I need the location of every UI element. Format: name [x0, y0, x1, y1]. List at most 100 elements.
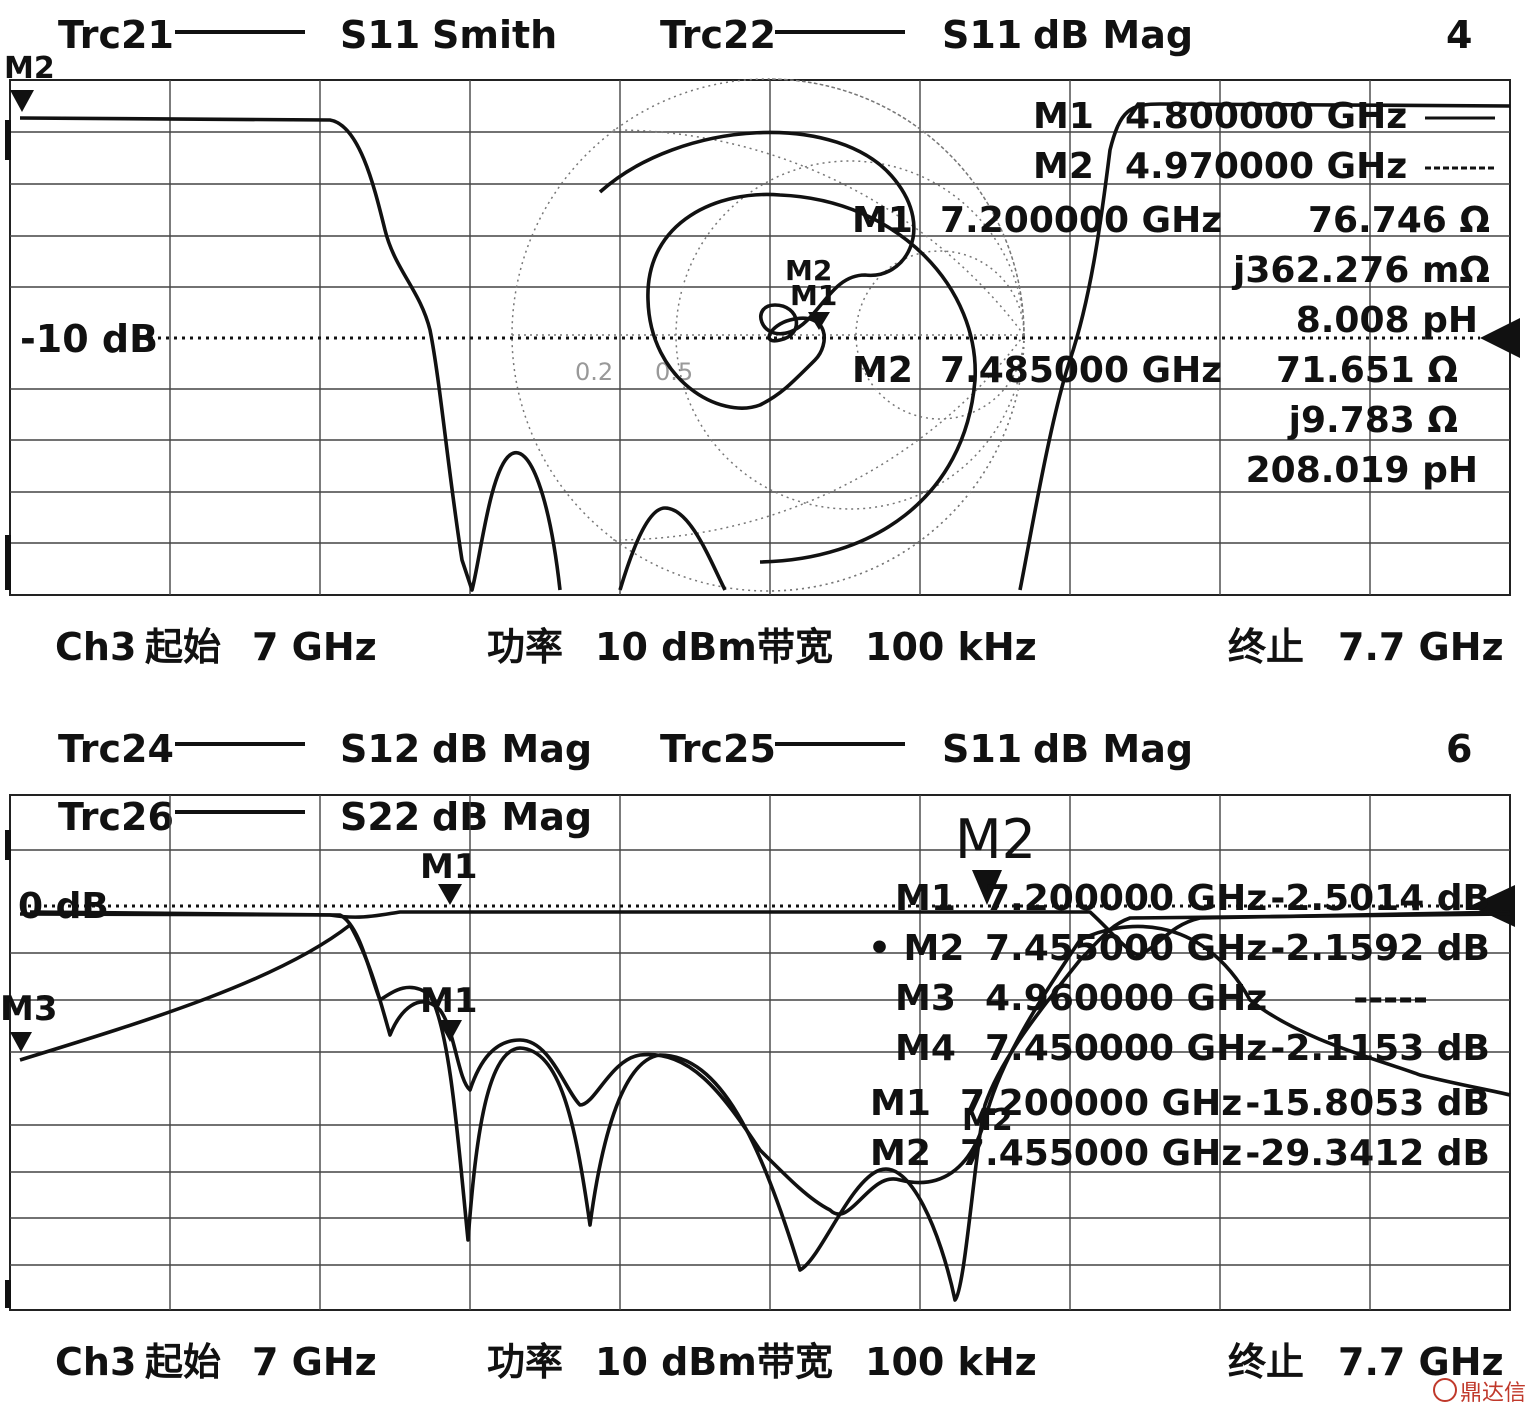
panel2-footer: Ch3 起始 7 GHz 功率 10 dBm 带宽 100 kHz 终止 7.7… [55, 1340, 1504, 1384]
footer2-bw[interactable]: 100 kHz [865, 1340, 1037, 1384]
footer2-stop-label: 终止 [1228, 1340, 1304, 1384]
trc22-format: dB Mag [1033, 13, 1193, 57]
marker-m1-mid: M1 [420, 981, 478, 1021]
marker-m1-mid-icon[interactable] [438, 1020, 462, 1042]
mk2-row0-value: -2.5014 dB [1270, 878, 1490, 919]
trc26-s22-trace [29, 910, 1511, 1302]
panel-1: Trc21 S11 Smith Trc22 S11 dB Mag 4 [4, 13, 1520, 669]
trc26-param: S22 [340, 795, 420, 839]
trc21-format: Smith [432, 13, 557, 57]
mk2-row3-name: M4 [895, 1028, 956, 1069]
footer1-bw-label: 带宽 [757, 625, 833, 669]
footer1-channel: Ch3 [55, 625, 136, 669]
trc25-param: S11 [942, 727, 1022, 771]
footer2-power[interactable]: 10 dBm [595, 1340, 757, 1384]
mk2-row1-value: -2.1592 dB [1270, 928, 1490, 969]
mk2-row4-name: M1 [870, 1083, 931, 1124]
footer1-start[interactable]: 7 GHz [252, 625, 377, 669]
marker-m3-icon[interactable] [10, 1032, 32, 1052]
footer2-power-label: 功率 [487, 1340, 563, 1384]
footer2-start[interactable]: 7 GHz [252, 1340, 377, 1384]
mk2-row5-value: -29.3412 dB [1245, 1133, 1490, 1174]
footer1-power-label: 功率 [487, 625, 563, 669]
trc22-name[interactable]: Trc22 [660, 13, 776, 57]
footer2-bw-label: 带宽 [757, 1340, 833, 1384]
trc21-smith-trace [598, 130, 977, 564]
mk2-row4-value: -15.8053 dB [1245, 1083, 1490, 1124]
trc21-param: S11 [340, 13, 420, 57]
footer1-stop[interactable]: 7.7 GHz [1338, 625, 1504, 669]
mk-row6-value: j9.783 Ω [1287, 400, 1458, 441]
window-number: 4 [1446, 13, 1472, 57]
mk-row1-freq: 4.970000 GHz [1125, 146, 1407, 187]
left-marker-m3: M3 [0, 989, 58, 1029]
trc24-format: dB Mag [432, 727, 592, 771]
marker-m1-top: M1 [420, 847, 478, 887]
mk2-row1-freq: 7.455000 GHz [985, 928, 1267, 969]
mk-row5-value: 71.651 Ω [1276, 350, 1458, 391]
trc26-name[interactable]: Trc26 [58, 795, 174, 839]
watermark-logo-icon [1433, 1378, 1457, 1402]
big-marker-m2-icon[interactable] [972, 870, 1002, 905]
trc22-param: S11 [942, 13, 1022, 57]
watermark: 鼎达信 [1433, 1378, 1526, 1406]
mk2-row0-name: M1 [895, 878, 956, 919]
mk-row5-name: M2 [852, 350, 913, 391]
marker-m1-top-icon[interactable] [438, 884, 462, 905]
panel1-footer: Ch3 起始 7 GHz 功率 10 dBm 带宽 100 kHz 终止 7.7… [55, 625, 1504, 669]
trc24-param: S12 [340, 727, 420, 771]
trc21-name[interactable]: Trc21 [58, 13, 174, 57]
trc24-s12-trace [19, 910, 1511, 957]
smith-chart-grid: 0.2 0.5 [511, 78, 1025, 592]
ref-arrow-icon[interactable] [1480, 318, 1520, 358]
mk2-row5-freq: 7.455000 GHz [960, 1133, 1242, 1174]
mk2-row3-value: -2.1153 dB [1270, 1028, 1490, 1069]
footer1-stop-label: 终止 [1228, 625, 1304, 669]
trc25-format: dB Mag [1033, 727, 1193, 771]
ref-label-panel1: -10 dB [20, 317, 158, 361]
mk-row5-freq: 7.485000 GHz [940, 350, 1222, 391]
trc25-name[interactable]: Trc25 [660, 727, 776, 771]
mk-row2-freq: 7.200000 GHz [940, 200, 1222, 241]
footer2-start-label: 起始 [145, 1340, 221, 1384]
mk-row3-value: j362.276 mΩ [1231, 250, 1490, 291]
footer1-start-label: 起始 [145, 625, 221, 669]
panel2-marker-table: M1 7.200000 GHz -2.5014 dB • M2 7.455000… [868, 878, 1490, 1174]
mk-row1-name: M2 [1033, 146, 1094, 187]
smith-marker-m2: M2 [785, 254, 832, 287]
mk-row2-name: M1 [852, 200, 913, 241]
mk2-row5-name: M2 [870, 1133, 931, 1174]
marker-m2-low: M2 [962, 1103, 1013, 1138]
mk-row0-freq: 4.800000 GHz [1125, 96, 1407, 137]
footer1-power[interactable]: 10 dBm [595, 625, 757, 669]
footer2-channel: Ch3 [55, 1340, 136, 1384]
smith-label-02: 0.2 [575, 358, 613, 386]
trc22-s11-trace [19, 102, 1511, 592]
footer2-stop[interactable]: 7.7 GHz [1338, 1340, 1504, 1384]
panel1-marker-table: M1 4.800000 GHz M2 4.970000 GHz M1 7.200… [852, 96, 1495, 491]
mk-row4-value: 8.008 pH [1296, 300, 1478, 341]
smith-marker-m1: M1 [790, 279, 837, 312]
trc24-name[interactable]: Trc24 [58, 727, 174, 771]
mk2-row2-value: ----- [1353, 978, 1428, 1019]
top-marker-m2: M2 [4, 51, 55, 86]
smith-marker-icon[interactable] [808, 312, 830, 330]
ref-arrow-icon-2[interactable] [1470, 885, 1515, 927]
mk2-row2-name: M3 [895, 978, 956, 1019]
mk2-row3-freq: 7.450000 GHz [985, 1028, 1267, 1069]
ref-label-panel2: 0 dB [18, 886, 109, 927]
trc25-s11-trace [19, 923, 1511, 1216]
panel-2: Trc24 S12 dB Mag Trc25 S11 dB Mag 6 Trc2… [0, 727, 1515, 1384]
mk2-row2-freq: 4.960000 GHz [985, 978, 1267, 1019]
mk-row0-name: M1 [1033, 96, 1094, 137]
mk-row7-value: 208.019 pH [1246, 450, 1478, 491]
window-number-2: 6 [1446, 727, 1472, 771]
marker-m2-triangle-icon[interactable] [10, 90, 34, 112]
big-marker-m2: M2 [955, 808, 1036, 871]
mk2-row0-freq: 7.200000 GHz [985, 878, 1267, 919]
trc26-format: dB Mag [432, 795, 592, 839]
mk2-row1-name: • M2 [868, 928, 964, 969]
watermark-text: 鼎达信 [1460, 1381, 1526, 1406]
footer1-bw[interactable]: 100 kHz [865, 625, 1037, 669]
